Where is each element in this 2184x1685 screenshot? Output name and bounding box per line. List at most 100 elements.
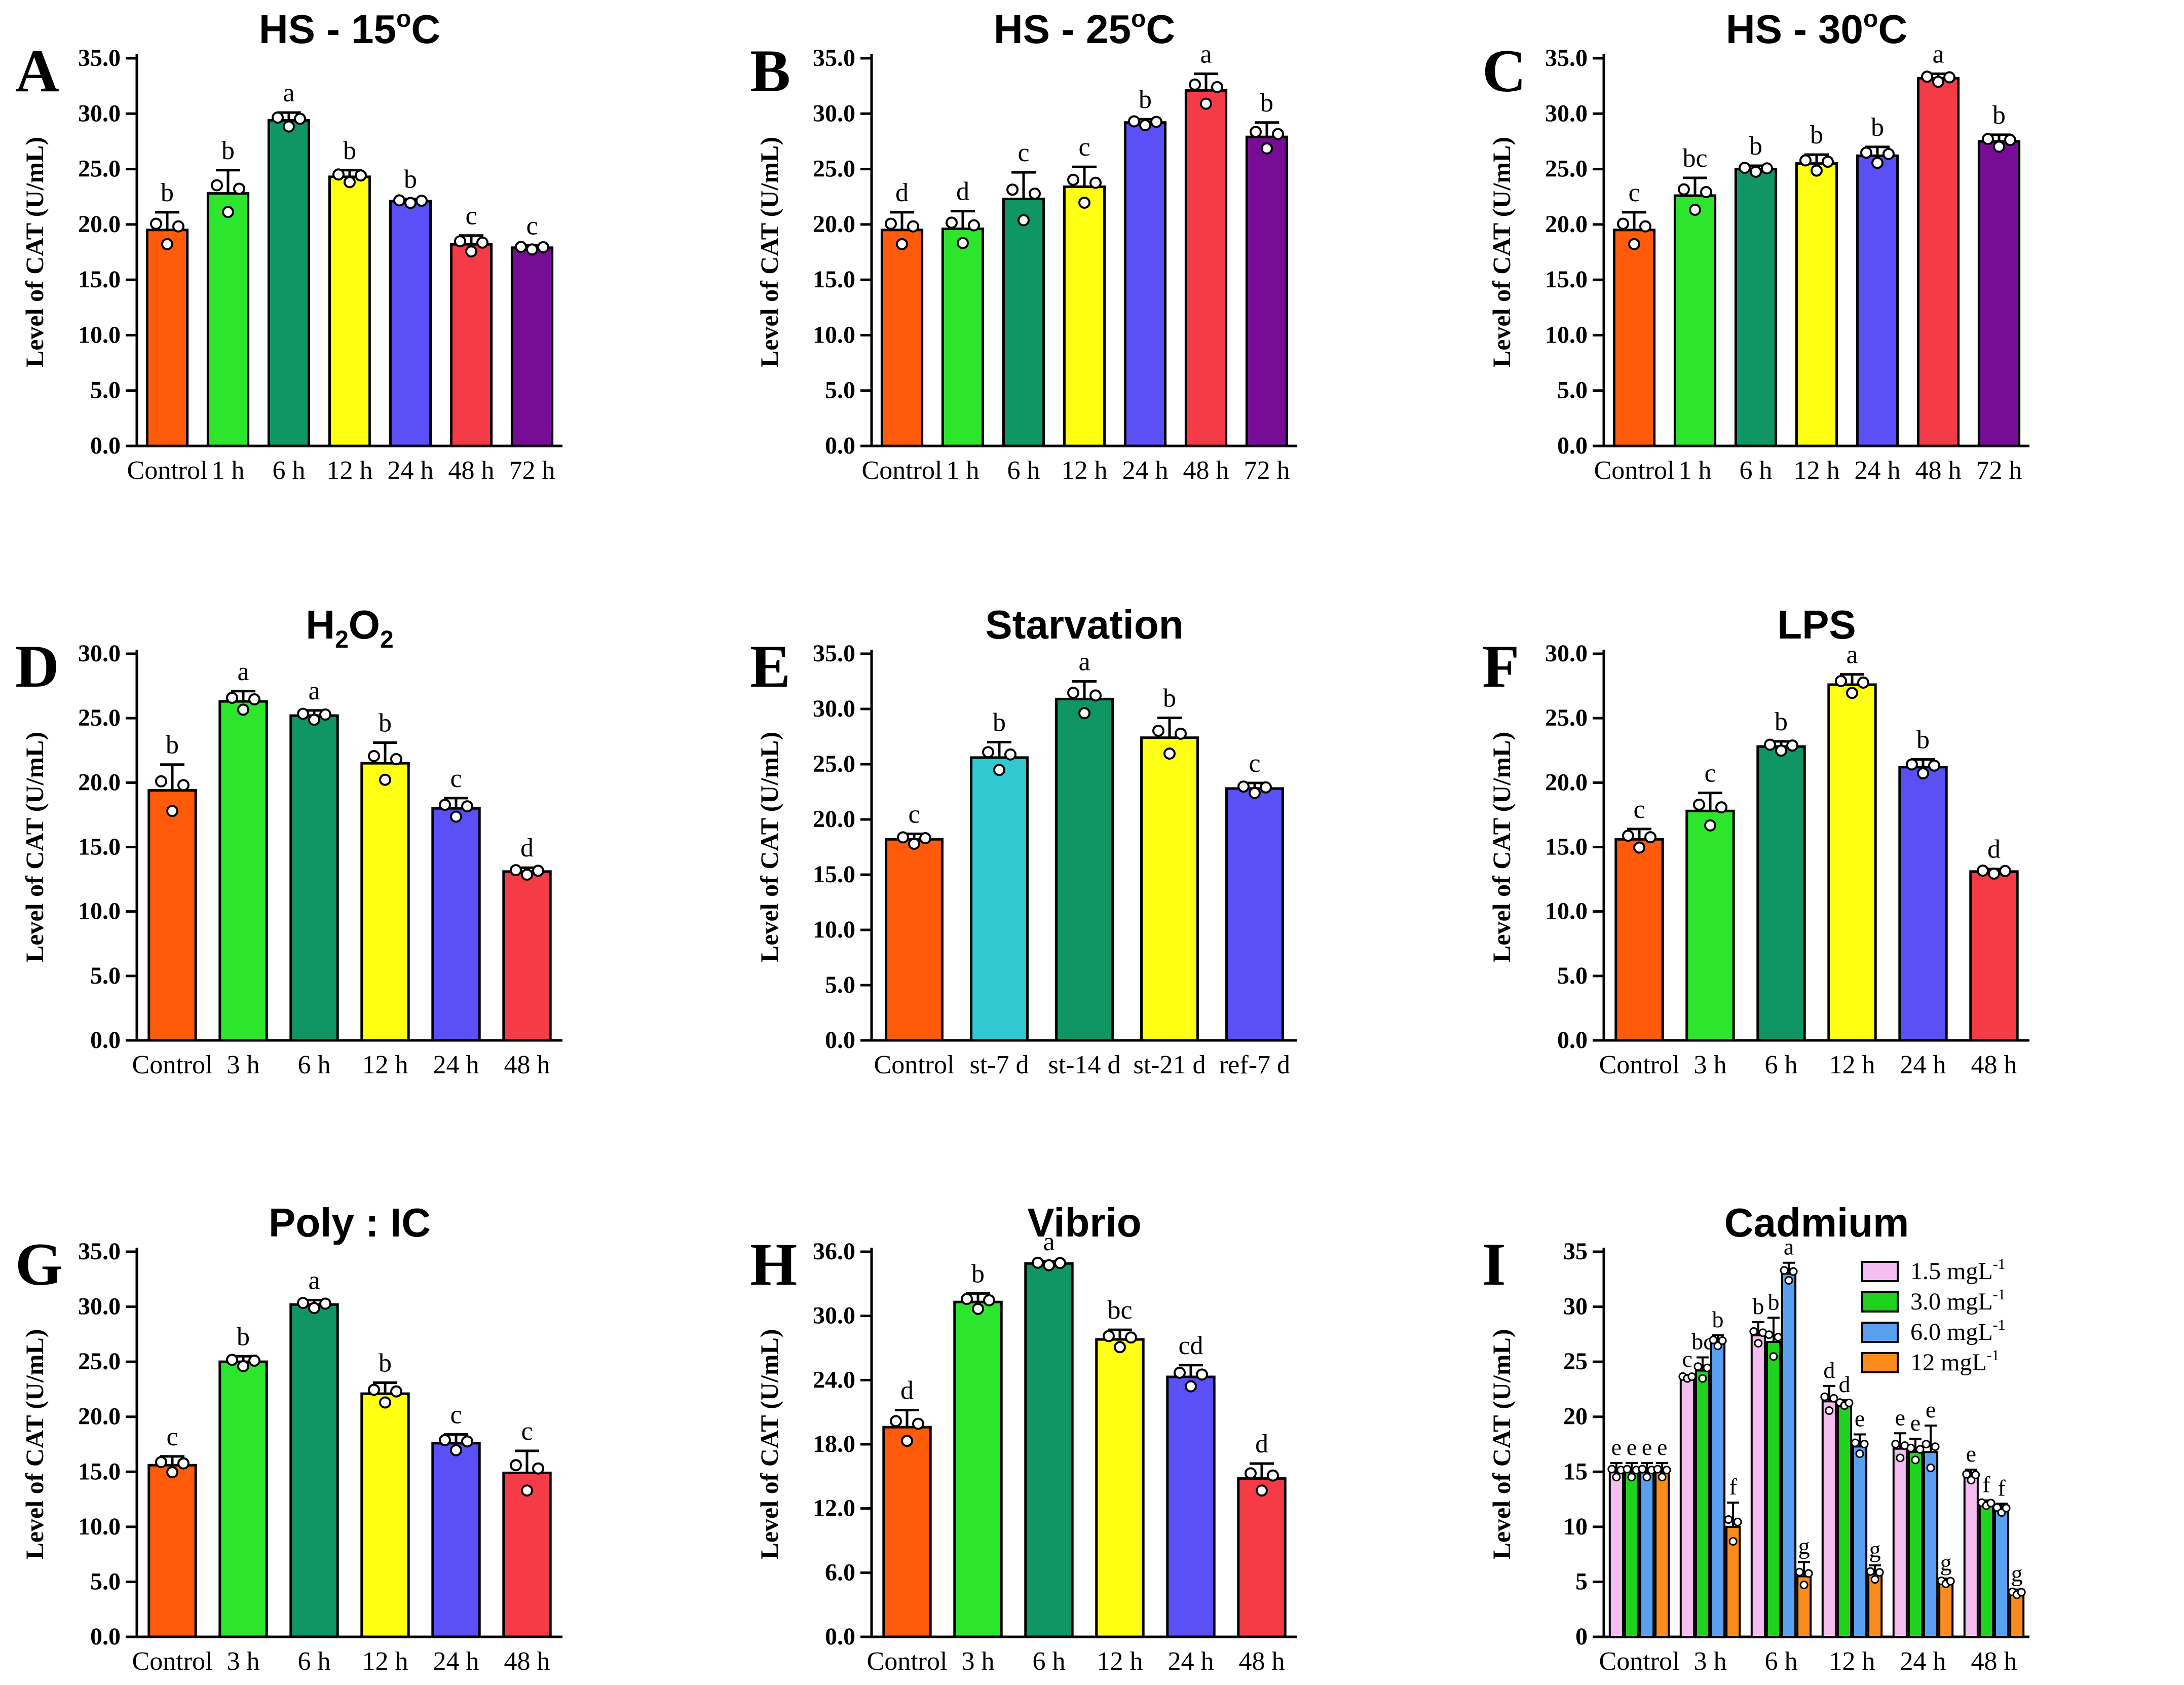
significance-letter: b <box>1749 132 1762 161</box>
data-point <box>1067 687 1079 699</box>
data-point <box>1928 759 1940 772</box>
data-point <box>1678 183 1690 196</box>
significance-letter: b <box>993 708 1006 737</box>
bar <box>1907 1451 1923 1638</box>
data-point <box>1891 1440 1900 1449</box>
data-point <box>355 169 367 182</box>
y-tick-label: 35.0 <box>78 45 121 71</box>
x-tick-label: 24 h <box>433 1647 479 1676</box>
data-point <box>1067 173 1079 186</box>
y-tick-label: 5.0 <box>825 971 855 998</box>
y-axis-label: Level of CAT (U/mL) <box>755 137 783 367</box>
significance-letter: b <box>161 178 174 207</box>
x-tick-label: 6 h <box>273 456 306 485</box>
y-tick-label: 0.0 <box>825 432 855 459</box>
data-point <box>390 1385 402 1398</box>
x-tick-label: 3 h <box>962 1647 995 1676</box>
data-point <box>515 241 527 253</box>
y-axis-label: Level of CAT (U/mL) <box>1487 1329 1516 1559</box>
significance-letter: b <box>1871 113 1884 142</box>
bar <box>1963 1475 1979 1638</box>
bar <box>360 1392 410 1638</box>
bar <box>1852 1445 1868 1638</box>
data-point <box>1733 1517 1742 1526</box>
significance-letter: b <box>1810 121 1823 149</box>
significance-letter: d <box>1255 1430 1268 1458</box>
data-point <box>1174 1366 1186 1379</box>
data-point <box>416 195 428 207</box>
bar <box>885 838 944 1042</box>
y-tick-label: 25.0 <box>78 156 121 182</box>
data-point <box>166 1466 178 1479</box>
bar <box>431 807 481 1042</box>
data-point <box>344 176 356 189</box>
y-tick-label: 0.0 <box>90 1027 121 1054</box>
panel-e: E Starvation Level of CAT (U/mL) 0.0 5.0 10.0… <box>750 602 1297 1079</box>
data-point <box>450 1444 462 1456</box>
data-point <box>1728 1537 1738 1546</box>
data-point <box>897 831 909 844</box>
data-point <box>1152 724 1164 737</box>
data-point <box>1249 787 1261 799</box>
x-tick-label: 24 h <box>1168 1647 1214 1676</box>
data-point <box>1200 97 1212 110</box>
data-point <box>1857 676 1869 689</box>
bar <box>1710 1341 1726 1638</box>
data-point <box>1032 1256 1044 1269</box>
data-point <box>1054 1257 1066 1269</box>
data-point <box>1250 126 1262 138</box>
data-point <box>297 707 309 720</box>
bar <box>1827 683 1877 1042</box>
data-point <box>1906 1443 1915 1452</box>
x-tick-label: Control <box>127 456 208 485</box>
data-point <box>982 746 994 759</box>
data-point <box>1946 1577 1955 1586</box>
legend-label: 6.0 mgL-1 <box>1910 1317 2006 1345</box>
y-tick-label: 30.0 <box>78 100 121 127</box>
significance-letter: d <box>900 1376 914 1405</box>
data-point <box>1882 147 1895 160</box>
significance-letter: b <box>1767 1289 1779 1315</box>
data-point <box>248 1354 260 1367</box>
y-tick-label: 20.0 <box>813 211 855 238</box>
data-point <box>226 1354 238 1366</box>
data-point <box>1922 1440 1931 1449</box>
data-point <box>1971 1470 1980 1479</box>
data-point <box>172 220 184 233</box>
data-point <box>1693 798 1705 811</box>
y-tick-label: 20.0 <box>1545 769 1588 796</box>
bar <box>953 1300 1003 1638</box>
panel-a: A HS - 15oC Level of CAT (U/mL) 0.0 5.0 10.0 1… <box>15 6 562 485</box>
data-point <box>226 691 238 704</box>
x-tick-label: 1 h <box>947 456 980 485</box>
x-tick-label: 3 h <box>1694 1051 1727 1079</box>
data-point <box>1799 154 1812 167</box>
significance-letter: c <box>450 764 462 793</box>
bar <box>1184 89 1228 447</box>
data-point <box>1639 220 1651 233</box>
data-point <box>1125 1331 1137 1344</box>
data-point <box>177 779 190 792</box>
data-point <box>1999 865 2011 877</box>
data-point <box>1739 162 1751 174</box>
significance-letter: g <box>1940 1550 1952 1576</box>
bar <box>389 200 432 447</box>
x-tick-label: Control <box>867 1647 948 1676</box>
bar <box>1140 736 1199 1042</box>
bar <box>1978 1503 1994 1638</box>
x-tick-label: 3 h <box>1694 1647 1727 1676</box>
x-tick-label: 3 h <box>227 1647 260 1676</box>
y-tick-label: 10.0 <box>78 321 121 348</box>
y-tick-label: 0.0 <box>90 1623 121 1650</box>
data-point <box>1612 1473 1621 1482</box>
y-tick-label: 0 <box>1575 1623 1588 1650</box>
data-point <box>993 764 1005 776</box>
bar <box>2009 1592 2025 1638</box>
x-tick-label: 12 h <box>362 1051 408 1079</box>
bar <box>1916 77 1960 447</box>
bar <box>147 789 197 1042</box>
data-point <box>150 217 162 230</box>
legend: 1.5 mgL-13.0 mgL-16.0 mgL-112 mgL-1 <box>1861 1256 2006 1376</box>
significance-letter: c <box>1628 178 1640 207</box>
